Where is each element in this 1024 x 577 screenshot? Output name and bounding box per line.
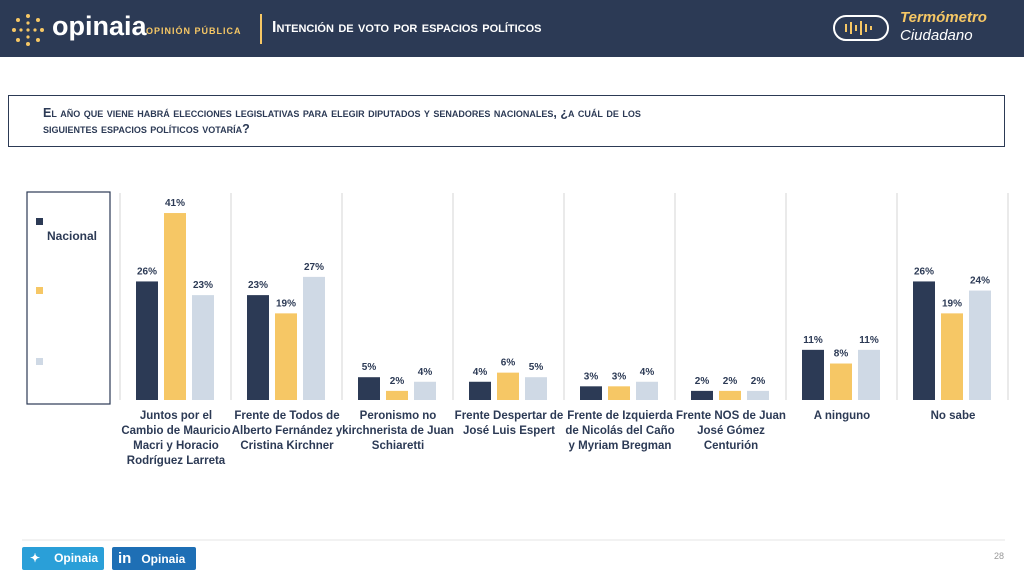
divider	[260, 14, 262, 44]
bar	[858, 349, 880, 400]
bar	[192, 295, 214, 400]
bar	[830, 363, 852, 400]
bar	[608, 386, 630, 400]
bar	[719, 390, 741, 400]
bar	[247, 295, 269, 400]
header-bar: opinaia OPINIÓN PÚBLICA Intención de vot…	[0, 0, 1024, 57]
page-number: 28	[994, 551, 1005, 561]
bar	[941, 313, 963, 400]
bar	[303, 276, 325, 400]
category-label: Frente NOS de Juan José Gómez Centurión	[676, 410, 786, 452]
legend-swatch	[36, 287, 43, 294]
legend-label: Nacional	[47, 229, 97, 243]
value-label: 6%	[501, 358, 516, 369]
question: El año que viene habrá elecciones legisl…	[43, 106, 641, 136]
bar	[469, 381, 491, 400]
bar	[358, 377, 380, 400]
value-label: 4%	[640, 367, 655, 378]
category-label: Juntos por el Cambio de Mauricio Macri y…	[121, 410, 231, 467]
value-label: 2%	[695, 376, 710, 387]
bar	[497, 372, 519, 400]
logo-icon	[12, 14, 44, 46]
category-label: Frente de Todos de Alberto Fernández y C…	[231, 410, 343, 452]
bar	[691, 390, 713, 400]
category-label: Frente Despertar de José Luis Espert	[454, 410, 564, 437]
value-label: 26%	[914, 266, 934, 277]
category-label: No sabe	[930, 410, 976, 422]
category-label: Peronismo no kirchnerista de Juan Schiar…	[342, 410, 454, 452]
value-label: 27%	[304, 262, 324, 273]
value-label: 23%	[193, 280, 213, 291]
badge-line2: Ciudadano	[900, 27, 973, 44]
value-label: 19%	[942, 298, 962, 309]
bar	[525, 377, 547, 400]
value-label: 11%	[859, 335, 879, 346]
value-label: 23%	[248, 280, 268, 291]
brand: opinaia	[52, 11, 147, 41]
badge-icon	[833, 15, 889, 41]
value-label: 11%	[803, 335, 823, 346]
bar	[580, 386, 602, 400]
value-label: 2%	[390, 376, 405, 387]
value-label: 8%	[834, 349, 849, 360]
value-label: 24%	[970, 276, 990, 287]
value-label: 3%	[612, 371, 627, 382]
bar	[164, 213, 186, 400]
legend-swatch	[36, 218, 43, 225]
bar	[802, 349, 824, 400]
value-label: 26%	[137, 266, 157, 277]
legend-box	[26, 191, 111, 405]
value-label: 19%	[276, 298, 296, 309]
bar	[969, 290, 991, 400]
value-label: 4%	[418, 367, 433, 378]
badge-line1: Termómetro	[900, 9, 987, 26]
bar	[913, 281, 935, 400]
header-title: Intención de voto por espacios políticos	[272, 19, 542, 36]
category-label: Frente de Izquierda de Nicolás del Caño …	[565, 410, 675, 452]
question-box: El año que viene habrá elecciones legisl…	[8, 95, 1005, 147]
value-label: 5%	[529, 362, 544, 373]
value-label: 5%	[362, 362, 377, 373]
bar	[636, 381, 658, 400]
value-label: 41%	[165, 198, 185, 209]
bar	[136, 281, 158, 400]
bar	[275, 313, 297, 400]
legend-swatch	[36, 358, 43, 365]
category-label: A ninguno	[813, 410, 871, 422]
linkedin-label[interactable]: Opinaia	[141, 552, 186, 566]
bar	[747, 390, 769, 400]
linkedin-button[interactable]: in Opinaia	[112, 547, 196, 570]
value-label: 3%	[584, 371, 599, 382]
twitter-button[interactable]: ✦ Opinaia	[22, 547, 104, 570]
twitter-label[interactable]: Opinaia	[54, 551, 99, 565]
brand-sub: OPINIÓN PÚBLICA	[146, 26, 242, 36]
value-label: 4%	[473, 367, 488, 378]
bar	[414, 381, 436, 400]
value-label: 2%	[751, 376, 766, 387]
value-label: 2%	[723, 376, 738, 387]
bar	[386, 390, 408, 400]
